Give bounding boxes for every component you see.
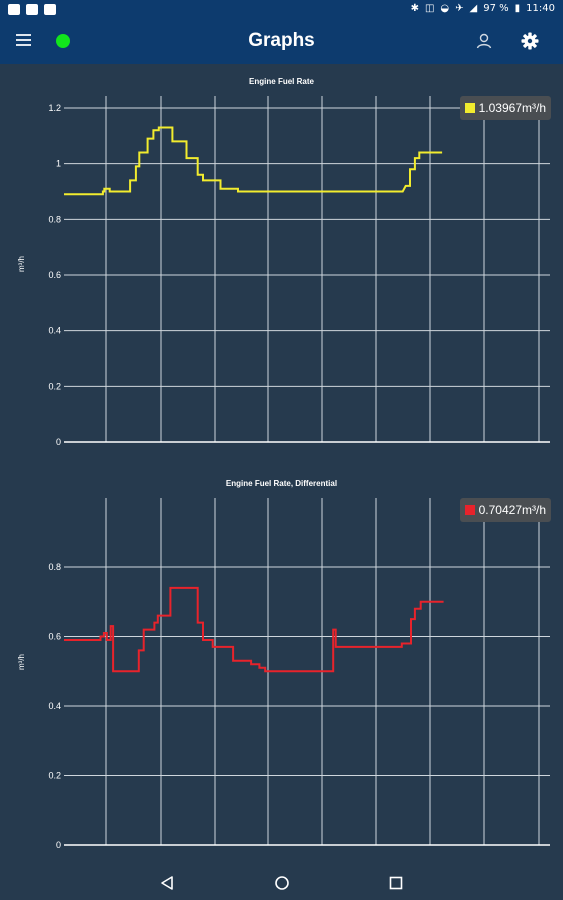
y-tick-label: 1.2	[48, 103, 61, 113]
fuel-rate-differential-plot: 0 0.2 0.4 0.6 0.8 m³/h	[17, 498, 550, 850]
chart-legend: 1.03967m³/h	[459, 96, 551, 120]
chart-title: Engine Fuel Rate, Differential	[225, 479, 338, 488]
recents-button[interactable]	[385, 872, 407, 894]
home-button[interactable]	[271, 872, 293, 894]
app-bar: Graphs	[0, 20, 563, 64]
status-bar: ✱ ◫ ◒ ✈ ◢ 97 % ▮ 11:40	[0, 0, 563, 20]
fuel-rate-chart: Engine Fuel Rate 0 0.2 0.4 0.6 0.8 1 1.2 m³/h 1…	[0, 64, 563, 466]
series-line	[64, 126, 443, 196]
page-title: Graphs	[248, 30, 315, 51]
status-right: ✱ ◫ ◒ ✈ ◢ 97 % ▮ 11:40	[411, 3, 555, 14]
y-tick-label: 0.4	[48, 701, 61, 711]
clock: 11:40	[526, 3, 555, 14]
status-left	[8, 4, 56, 15]
y-tick-label: 0.4	[48, 326, 61, 336]
home-icon	[275, 876, 289, 890]
recents-icon	[389, 876, 403, 890]
y-tick-label: 0.2	[48, 771, 61, 781]
y-axis-label: m³/h	[17, 654, 26, 670]
y-tick-label: 0	[56, 840, 61, 850]
menu-icon-line	[16, 44, 31, 46]
legend-value: 0.70427m³/h	[478, 503, 546, 517]
vibrate-icon: ◫	[424, 3, 435, 14]
user-button[interactable]	[474, 31, 494, 51]
connection-status-dot	[56, 34, 70, 48]
menu-icon	[16, 34, 31, 36]
back-button[interactable]	[157, 872, 179, 894]
bluetooth-icon: ✱	[410, 3, 419, 14]
fuel-rate-differential-chart: Engine Fuel Rate, Differential 0 0.2 0.4 0.…	[0, 466, 563, 866]
series-line	[64, 586, 444, 673]
nav-bar	[0, 866, 563, 900]
legend-value: 1.03967m³/h	[478, 101, 546, 115]
chart-legend: 0.70427m³/h	[459, 498, 551, 522]
gallery-icon	[44, 4, 56, 15]
wifi-icon: ◒	[440, 3, 450, 14]
y-axis-label: m³/h	[17, 256, 26, 272]
y-tick-label: 0.8	[48, 214, 61, 224]
y-tick-label: 0.6	[48, 632, 61, 642]
y-tick-label: 1	[56, 159, 61, 169]
fuel-rate-plot: 0 0.2 0.4 0.6 0.8 1 1.2 m³/h	[17, 96, 550, 447]
legend-swatch	[464, 103, 475, 113]
y-tick-label: 0.2	[48, 381, 61, 391]
chart-title: Engine Fuel Rate	[249, 77, 314, 86]
notification-icon	[8, 4, 20, 15]
youtube-icon	[26, 4, 38, 15]
gear-icon	[521, 32, 539, 50]
y-tick-label: 0.8	[48, 562, 61, 572]
signal-icon: ◢	[469, 3, 478, 14]
menu-button[interactable]	[16, 31, 36, 51]
back-icon	[161, 876, 173, 890]
settings-button[interactable]	[520, 31, 540, 51]
menu-icon-line	[16, 39, 31, 41]
airplane-icon: ✈	[455, 3, 464, 14]
y-tick-label: 0.6	[48, 270, 61, 280]
legend-swatch	[464, 505, 475, 515]
y-tick-label: 0	[56, 437, 61, 447]
battery-text: 97 %	[483, 3, 509, 14]
battery-icon: ▮	[514, 3, 521, 14]
user-icon	[476, 33, 492, 49]
